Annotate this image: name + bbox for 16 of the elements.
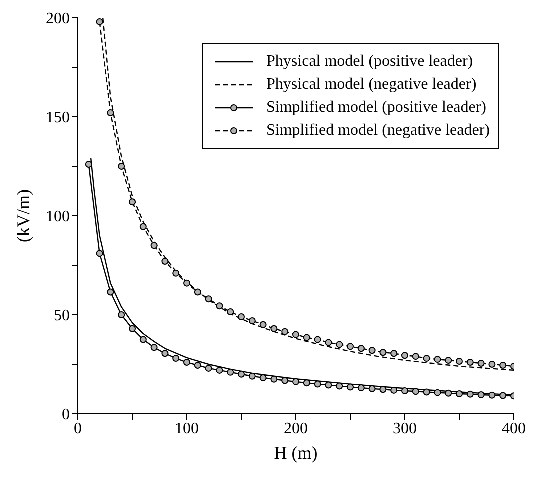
x-tick-label: 100 [175, 420, 199, 438]
y-tick-label: 0 [62, 406, 70, 424]
x-tick-label: 400 [502, 420, 526, 438]
legend-label: Physical model (positive leader) [266, 52, 474, 70]
x-tick-label: 0 [74, 420, 82, 438]
x-tick-label: 300 [393, 420, 417, 438]
legend-label: Physical model (negative leader) [266, 76, 477, 94]
y-tick-label: 50 [54, 308, 70, 325]
y-axis-title: (kV/m) [13, 190, 34, 242]
legend-label: Simplified model (negative leader) [266, 122, 490, 140]
x-axis-title: H (m) [274, 443, 318, 463]
x-tick-label: 200 [284, 420, 308, 438]
y-tick-label: 150 [46, 110, 70, 127]
legend-label: Simplified model (positive leader) [266, 98, 486, 116]
y-tick-label: 100 [46, 208, 70, 226]
y-tick-label: 200 [46, 10, 70, 28]
